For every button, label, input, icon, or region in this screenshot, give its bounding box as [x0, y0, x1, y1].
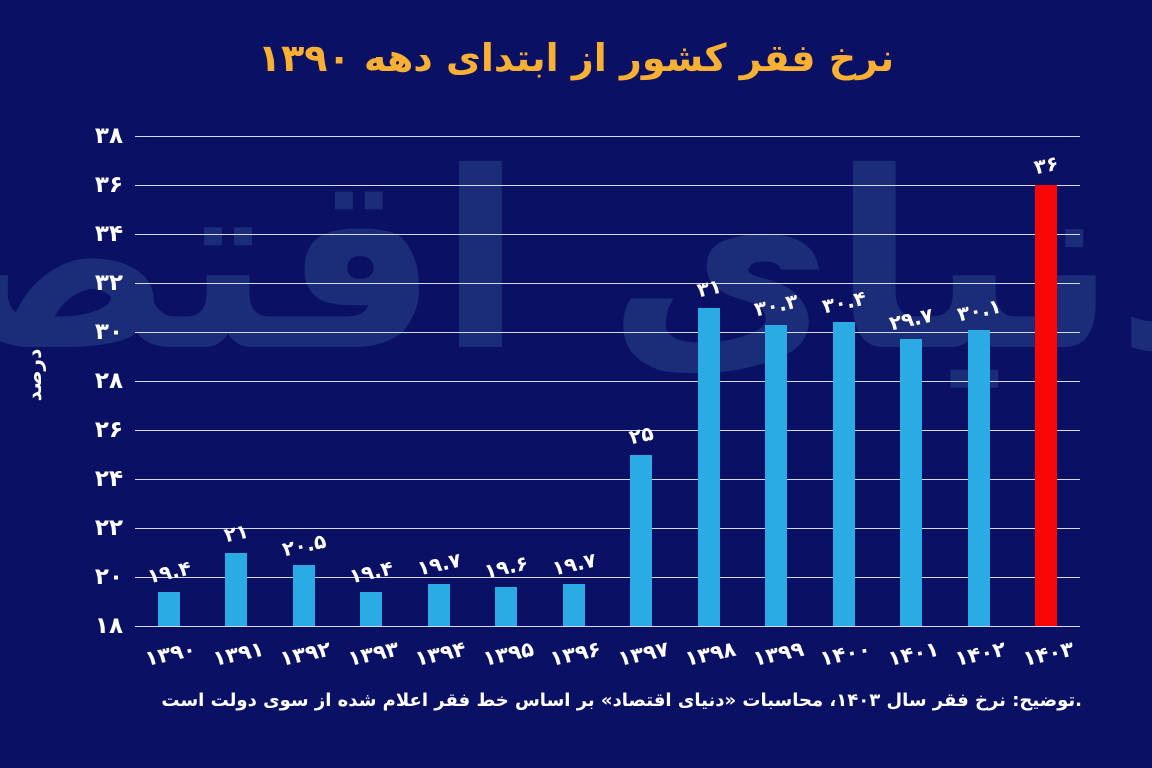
y-tick-label: ۳۰ [94, 319, 123, 345]
y-tick-label: ۲۲ [94, 515, 123, 541]
donya-e-eqtesad-watermark: دنیای اقتصاد [0, 120, 1152, 405]
bar-value-label: ۳۱ [694, 273, 724, 302]
gridline [135, 577, 1080, 578]
bar-value-label: ۱۹.۴ [347, 555, 396, 589]
bar-value-label: ۳۰.۱ [954, 293, 1003, 326]
chart-title: نرخ فقر کشور از ابتدای دهه ۱۳۹۰ [257, 36, 895, 80]
bar [562, 584, 585, 626]
bar-value-label: ۲۹.۷ [887, 303, 936, 336]
gridline [135, 626, 1080, 627]
gridline [135, 136, 1080, 137]
bar [427, 584, 450, 626]
bar [900, 339, 923, 626]
x-tick-label: ۱۳۹۶ [547, 636, 603, 671]
bar-slot: ۳۰.۱ [945, 136, 1013, 626]
x-tick-label: ۱۳۹۴ [412, 636, 468, 671]
bar-highlighted [1035, 185, 1058, 626]
bar-slot: ۲۰.۵ [270, 136, 338, 626]
bar [360, 591, 383, 626]
bar-slot: ۲۹.۷ [878, 136, 946, 626]
bar-slot: ۳۰.۳ [743, 136, 811, 626]
y-tick-label: ۲۸ [94, 368, 123, 394]
bar-value-label: ۳۰.۴ [819, 285, 868, 319]
bar-slot: ۳۰.۴ [810, 136, 878, 626]
bar-value-label: ۲۱ [221, 518, 251, 547]
bar-slot: ۲۵ [608, 136, 676, 626]
bar [967, 329, 990, 626]
x-tick-label: ۱۳۹۷ [615, 636, 671, 671]
bar-slot: ۳۱ [675, 136, 743, 626]
footnote: .توضیح: نرخ فقر سال ۱۴۰۳، محاسبات «دنیای… [161, 690, 1082, 711]
bar [765, 324, 788, 626]
bar-value-label: ۱۹.۶ [482, 550, 531, 584]
gridline [135, 430, 1080, 431]
bar-value-label: ۳۰.۳ [752, 288, 801, 321]
x-tick-label: ۱۳۹۱ [210, 636, 266, 671]
x-tick-label: ۱۳۹۵ [480, 636, 536, 671]
bar-value-label: ۱۹.۴ [144, 555, 193, 589]
bar [292, 564, 315, 626]
gridline [135, 185, 1080, 186]
y-tick-label: ۳۴ [94, 221, 123, 247]
x-tick-label: ۱۴۰۱ [885, 636, 941, 671]
bar-slot: ۱۹.۴ [135, 136, 203, 626]
plot-area: ۳۸ ۳۶ ۳۴ ۳۲ ۳۰ ۲۸ ۲۶ ۲۴ ۲۲ ۲۰ ۱۸ ۱۹.۴ ۲۱ ۲۰.۵ ۱۹.۴ ۱۹.… [95, 123, 1080, 671]
y-tick-label: ۲۴ [94, 466, 123, 492]
bar-slot: ۳۶ [1013, 136, 1081, 626]
bar-slot: ۱۹.۶ [473, 136, 541, 626]
y-tick-label: ۳۸ [94, 123, 123, 149]
x-axis-tick-labels: ۱۳۹۰ ۱۳۹۱ ۱۳۹۲ ۱۳۹۳ ۱۳۹۴ ۱۳۹۵ ۱۳۹۶ ۱۳۹۷ ۱۳۹۸ ۱۳۹۹… [135, 626, 1080, 671]
x-tick-label: ۱۴۰۰ [817, 636, 873, 671]
y-tick-label: ۳۲ [94, 270, 123, 296]
gridline [135, 283, 1080, 284]
x-tick-label: ۱۳۹۲ [277, 636, 333, 671]
x-tick-label: ۱۳۹۳ [345, 636, 401, 671]
x-tick-label: ۱۴۰۳ [1020, 636, 1076, 671]
bar [832, 322, 855, 626]
bar [495, 586, 518, 626]
x-tick-label: ۱۳۹۸ [682, 636, 738, 671]
bar [697, 307, 720, 626]
gridline [135, 528, 1080, 529]
bar-slot: ۱۹.۴ [338, 136, 406, 626]
y-tick-label: ۲۶ [94, 417, 123, 443]
bar-value-label: ۲۰.۵ [279, 528, 328, 562]
bar-slot: ۱۹.۷ [405, 136, 473, 626]
y-tick-label: ۳۶ [94, 172, 123, 198]
x-tick-label: ۱۳۹۰ [142, 636, 198, 671]
bar-value-label: ۱۹.۷ [414, 548, 463, 581]
bar [630, 454, 653, 626]
gridline [135, 381, 1080, 382]
bar-slot: ۲۱ [203, 136, 271, 626]
bar-series: ۱۹.۴ ۲۱ ۲۰.۵ ۱۹.۴ ۱۹.۷ ۱۹.۶ ۱۹.۷ ۲۵ ۳۱ ۳۰.۳ ۳۰.۴ ۲۹… [135, 136, 1080, 626]
x-tick-label: ۱۴۰۲ [952, 636, 1008, 671]
y-axis-title: درصد [22, 348, 46, 402]
bar [157, 591, 180, 626]
bar-slot: ۱۹.۷ [540, 136, 608, 626]
gridline [135, 332, 1080, 333]
y-tick-label: ۲۰ [94, 564, 123, 590]
gridline [135, 479, 1080, 480]
bar [225, 552, 248, 626]
bar-value-label: ۳۶ [1031, 150, 1061, 180]
y-tick-label: ۱۸ [94, 613, 123, 639]
x-tick-label: ۱۳۹۹ [750, 636, 806, 671]
gridline [135, 234, 1080, 235]
bar-value-label: ۲۵ [626, 420, 656, 449]
bar-value-label: ۱۹.۷ [549, 548, 598, 581]
